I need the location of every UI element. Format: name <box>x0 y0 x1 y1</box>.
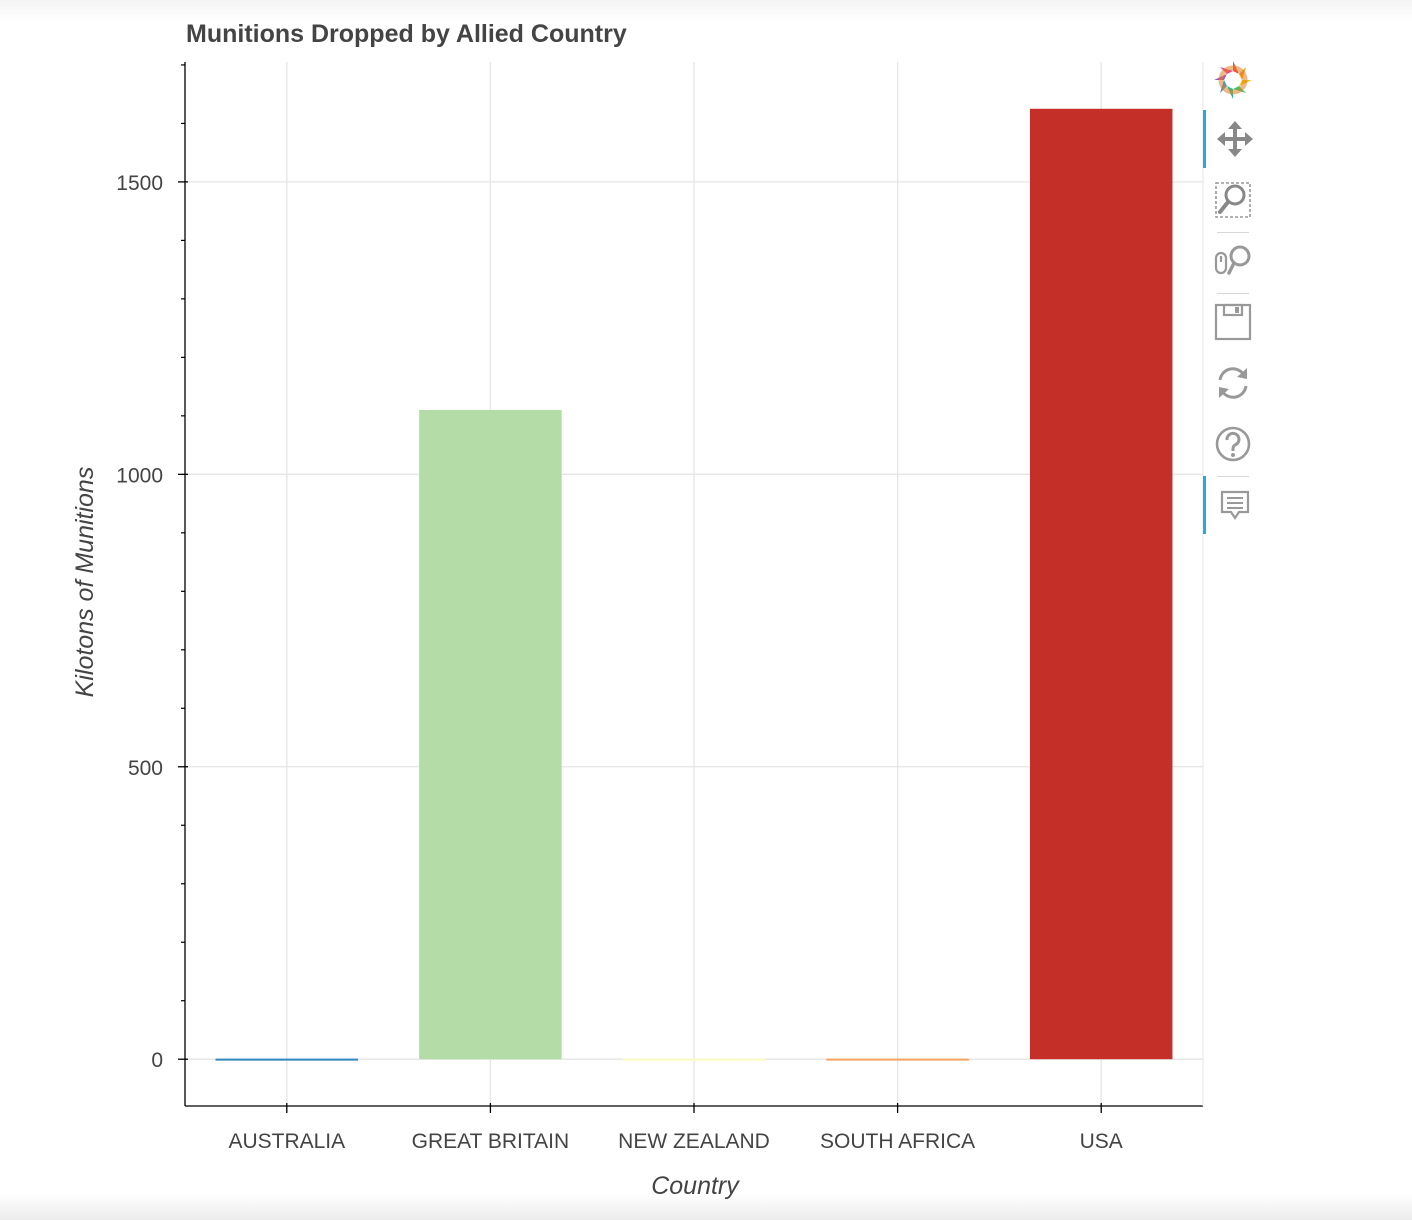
x-tick-label: GREAT BRITAIN <box>412 1130 570 1153</box>
y-axis-label: Kilotons of Munitions <box>71 467 99 698</box>
x-tick-label: USA <box>1080 1130 1123 1153</box>
hover-tooltip-icon <box>1220 490 1249 520</box>
save-tool-button[interactable] <box>1203 293 1263 351</box>
box-zoom-tool-button[interactable] <box>1203 171 1263 229</box>
bokeh-logo-icon[interactable] <box>1203 51 1263 109</box>
help-icon <box>1215 426 1251 462</box>
move-arrows-icon <box>1216 121 1253 157</box>
toolbar-separator <box>1217 476 1249 477</box>
pan-tool-button[interactable] <box>1203 110 1263 168</box>
page-bottom-shade <box>0 1194 1412 1220</box>
y-tick-label: 0 <box>151 1049 163 1072</box>
chart-toolbar <box>1203 56 1263 556</box>
toolbar-separator <box>1217 293 1249 294</box>
x-tick-label: AUSTRALIA <box>228 1130 345 1153</box>
ticks: 0 500 1000 1500 AUSTRALIA GREAT BRITAIN NEW ZE… <box>116 64 1123 1153</box>
y-tick-label: 500 <box>128 757 163 780</box>
bar-great-britain[interactable] <box>419 410 562 1060</box>
bar-australia[interactable] <box>215 1058 359 1061</box>
box-zoom-icon <box>1215 182 1251 218</box>
bar-usa[interactable] <box>1029 108 1173 1060</box>
save-icon <box>1214 303 1252 341</box>
page-top-shade <box>0 0 1412 22</box>
y-tick-label: 1500 <box>116 172 163 195</box>
wheel-zoom-icon <box>1214 245 1251 275</box>
reset-icon <box>1218 367 1248 399</box>
reset-tool-button[interactable] <box>1203 354 1263 412</box>
help-tool-button[interactable] <box>1203 415 1263 473</box>
bars <box>215 108 1173 1061</box>
x-tick-label: NEW ZEALAND <box>618 1130 770 1153</box>
bar-south-africa[interactable] <box>826 1058 969 1061</box>
toolbar-separator <box>1217 232 1249 233</box>
wheel-zoom-tool-button[interactable] <box>1203 232 1263 290</box>
x-axis-label: Country <box>651 1172 740 1200</box>
chart-title: Munitions Dropped by Allied Country <box>186 20 627 48</box>
x-tick-label: SOUTH AFRICA <box>820 1130 975 1153</box>
bar-new-zealand[interactable] <box>622 1058 766 1061</box>
y-tick-label: 1000 <box>116 464 163 487</box>
hover-tool-button[interactable] <box>1203 476 1263 534</box>
